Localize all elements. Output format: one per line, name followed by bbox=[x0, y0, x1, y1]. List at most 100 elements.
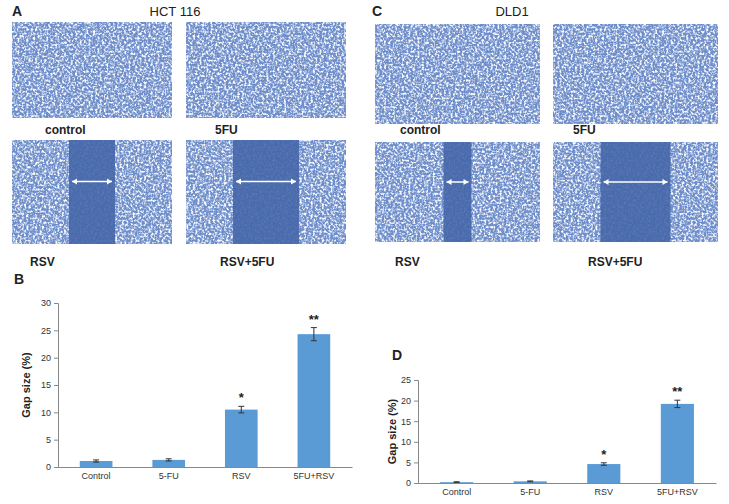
error-bar bbox=[166, 459, 172, 461]
gap-arrow bbox=[236, 181, 296, 183]
plot-area bbox=[440, 400, 694, 483]
y-tick-label: 5 bbox=[46, 435, 51, 445]
x-axis: Control 5-FU RSV 5FU+RSV bbox=[59, 467, 353, 481]
error-bar bbox=[601, 463, 607, 465]
x-tick: Control bbox=[82, 467, 111, 481]
y-tick: 30 bbox=[41, 298, 58, 308]
error-cap bbox=[527, 480, 533, 481]
y-tick-mark bbox=[54, 358, 58, 359]
significance: ** bbox=[672, 384, 683, 399]
error-cap bbox=[601, 462, 607, 463]
y-tick-label: 15 bbox=[401, 417, 411, 427]
micrograph-bg bbox=[186, 22, 346, 118]
micrograph-texture bbox=[186, 140, 346, 244]
x-axis: Control5-FURSV5FU+RSV bbox=[419, 483, 717, 497]
y-tick: 0 bbox=[406, 478, 418, 488]
error-cap bbox=[674, 407, 680, 408]
error-bar bbox=[454, 481, 460, 483]
wound-gap bbox=[233, 140, 299, 244]
y-tick-mark bbox=[54, 385, 58, 386]
image-caption: RSV bbox=[395, 255, 420, 269]
y-tick: 5 bbox=[46, 435, 58, 445]
error-bar bbox=[311, 328, 317, 341]
x-tick-label: 5-FU bbox=[159, 471, 179, 481]
y-tick: 0 bbox=[46, 462, 58, 472]
y-tick: 15 bbox=[41, 380, 58, 390]
y-tick-label: 10 bbox=[401, 437, 411, 447]
y-tick-label: 30 bbox=[41, 298, 51, 308]
wound-gap bbox=[69, 140, 115, 244]
bar bbox=[440, 482, 473, 483]
y-tick-mark bbox=[54, 412, 58, 413]
image-caption: control bbox=[45, 123, 86, 137]
micrograph-bg bbox=[553, 142, 718, 242]
bar bbox=[587, 464, 620, 483]
image-caption: 5FU bbox=[573, 123, 596, 137]
y-tick: 25 bbox=[401, 375, 418, 385]
micrograph bbox=[553, 24, 718, 124]
y-tick: 20 bbox=[401, 396, 418, 406]
error-cap bbox=[238, 412, 244, 413]
micrograph bbox=[375, 24, 540, 124]
bar bbox=[661, 404, 694, 483]
bar bbox=[152, 460, 185, 467]
y-tick-label: 0 bbox=[406, 478, 411, 488]
y-tick-mark bbox=[414, 401, 418, 402]
micrograph-texture bbox=[186, 22, 346, 118]
error-bar bbox=[238, 406, 244, 413]
image-caption: RSV+5FU bbox=[220, 255, 274, 269]
micrograph-bg bbox=[12, 22, 172, 118]
error-bar bbox=[674, 400, 680, 407]
x-tick-label: Control bbox=[82, 471, 111, 481]
micrograph-texture bbox=[12, 22, 172, 118]
x-tick: 5-FU bbox=[159, 467, 179, 481]
y-axis-line bbox=[414, 381, 419, 484]
micrograph bbox=[553, 142, 718, 242]
y-tick: 5 bbox=[406, 458, 418, 468]
gap-arrowhead bbox=[447, 179, 469, 185]
image-caption: RSV+5FU bbox=[588, 255, 642, 269]
x-tick: 5FU+RSV bbox=[294, 467, 335, 481]
image-caption: RSV bbox=[30, 255, 55, 269]
bar bbox=[80, 461, 113, 467]
panel-title: DLD1 bbox=[495, 4, 528, 19]
micrograph bbox=[12, 22, 172, 118]
gap-arrow bbox=[72, 181, 112, 183]
y-tick-label: 10 bbox=[41, 408, 51, 418]
y-tick-mark bbox=[414, 483, 418, 484]
significance: ** bbox=[309, 312, 320, 327]
image-caption: 5FU bbox=[215, 123, 238, 137]
y-tick-label: 0 bbox=[46, 462, 51, 472]
micrograph-texture bbox=[12, 140, 172, 244]
y-axis: 051015202530 bbox=[41, 298, 59, 472]
y-tick-mark bbox=[414, 462, 418, 463]
micrograph-bg bbox=[375, 142, 540, 242]
y-axis-title: Gap size (%) bbox=[386, 398, 398, 464]
gap-arrowhead bbox=[604, 179, 668, 185]
wound-gap bbox=[601, 142, 671, 242]
error-cap bbox=[311, 340, 317, 341]
x-axis-line bbox=[59, 467, 353, 468]
gap-arrow bbox=[604, 181, 668, 183]
micrograph-bg bbox=[375, 24, 540, 124]
wound-gap bbox=[444, 142, 472, 242]
error-cap bbox=[93, 459, 99, 460]
figure: ABCDHCT 116control5FURSVRSV+5FUDLD1contr… bbox=[0, 0, 729, 504]
x-tick-label: 5-FU bbox=[520, 487, 540, 497]
x-tick: Control bbox=[442, 483, 471, 497]
x-tick: RSV bbox=[595, 483, 614, 497]
image-caption: control bbox=[400, 123, 441, 137]
micrograph-bg bbox=[553, 24, 718, 124]
gap-arrowhead bbox=[72, 179, 112, 185]
error-cap bbox=[454, 482, 460, 483]
panel-label: B bbox=[14, 271, 24, 287]
y-tick-label: 15 bbox=[41, 380, 51, 390]
micrograph-bg bbox=[12, 140, 172, 244]
x-tick-label: RSV bbox=[232, 471, 251, 481]
x-axis-line bbox=[419, 483, 717, 484]
y-tick-mark bbox=[414, 421, 418, 422]
bar bbox=[225, 410, 258, 467]
micrograph bbox=[186, 22, 346, 118]
y-tick-mark bbox=[54, 440, 58, 441]
y-tick: 20 bbox=[41, 353, 58, 363]
